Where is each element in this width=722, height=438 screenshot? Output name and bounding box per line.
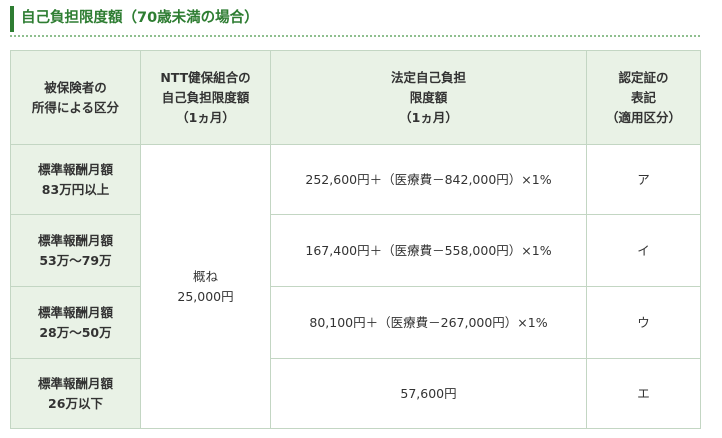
certificate-label-cell: ウ (586, 286, 701, 359)
header-income-category: 被保険者の 所得による区分 (10, 50, 141, 145)
certificate-label-cell: ア (586, 144, 701, 215)
income-category-cell: 標準報酬月額 53万～79万 (10, 214, 141, 287)
legal-limit-cell: 80,100円＋（医療費－267,000円）×1% (270, 286, 587, 359)
header-ntt-limit: NTT健保組合の 自己負担限度額 （1ヵ月） (140, 50, 271, 145)
certificate-label-cell: エ (586, 358, 701, 429)
ntt-limit-cell: 概ね 25,000円 (140, 144, 271, 429)
legal-limit-cell: 252,600円＋（医療費－842,000円）×1% (270, 144, 587, 215)
header-certificate-label: 認定証の 表記 （適用区分） (586, 50, 701, 145)
copay-limit-table: 被保険者の 所得による区分 NTT健保組合の 自己負担限度額 （1ヵ月） 法定自… (10, 50, 701, 429)
section-heading: 自己負担限度額（70歳未満の場合） (10, 6, 700, 32)
table-row: 標準報酬月額 53万～79万 167,400円＋（医療費－558,000円）×1… (10, 214, 701, 287)
table-row: 標準報酬月額 28万～50万 80,100円＋（医療費－267,000円）×1%… (10, 286, 701, 359)
dotted-divider (10, 35, 700, 37)
legal-limit-cell: 57,600円 (270, 358, 587, 429)
income-category-cell: 標準報酬月額 28万～50万 (10, 286, 141, 359)
income-category-cell: 標準報酬月額 83万円以上 (10, 144, 141, 215)
certificate-label-cell: イ (586, 214, 701, 287)
table-row: 標準報酬月額 83万円以上 概ね 25,000円 252,600円＋（医療費－8… (10, 144, 701, 429)
table-header-row: 被保険者の 所得による区分 NTT健保組合の 自己負担限度額 （1ヵ月） 法定自… (10, 50, 701, 145)
header-legal-limit: 法定自己負担 限度額 （1ヵ月） (270, 50, 587, 145)
table-row: 標準報酬月額 26万以下 57,600円 エ (10, 358, 701, 429)
legal-limit-cell: 167,400円＋（医療費－558,000円）×1% (270, 214, 587, 287)
income-category-cell: 標準報酬月額 26万以下 (10, 358, 141, 429)
